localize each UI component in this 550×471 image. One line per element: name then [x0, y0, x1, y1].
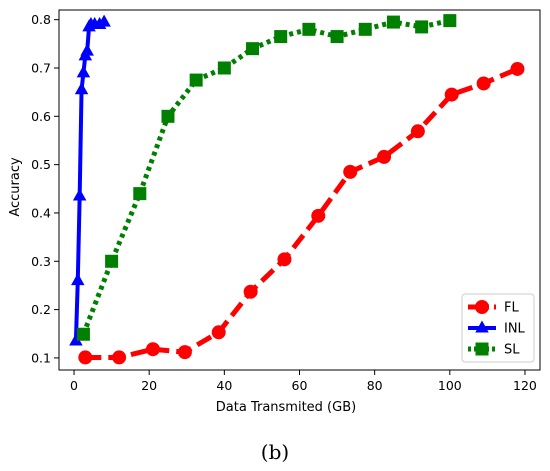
square-marker [386, 15, 400, 29]
legend-label: INL [504, 322, 526, 337]
y-tick-label: 0.5 [31, 157, 51, 172]
series-sl [76, 14, 457, 341]
square-marker [330, 30, 344, 44]
circle-marker [475, 300, 489, 314]
triangle-marker [475, 320, 489, 333]
circle-marker [177, 345, 192, 360]
y-tick-label: 0.8 [31, 12, 51, 27]
y-tick-label: 0.6 [31, 109, 51, 124]
square-marker [105, 254, 119, 268]
circle-marker [476, 76, 491, 91]
triangle-marker [74, 82, 89, 95]
x-tick-label: 20 [141, 378, 157, 393]
triangle-marker [69, 333, 83, 346]
circle-marker [510, 61, 525, 76]
square-marker [133, 187, 147, 201]
y-tick-label: 0.1 [31, 350, 51, 365]
square-marker [161, 109, 175, 123]
series-line [85, 66, 519, 360]
circle-marker [377, 149, 392, 164]
x-tick-label: 120 [513, 378, 537, 393]
x-axis-title: Data Transmited (GB) [216, 400, 356, 415]
panel-label: (b) [261, 440, 289, 464]
y-tick-label: 0.3 [31, 254, 51, 269]
circle-marker [78, 350, 93, 365]
square-marker [217, 61, 231, 75]
y-axis-title: Accuracy [8, 157, 23, 217]
axes-layer: 0 20 40 60 80 100 120 0.1 0.2 0.3 0.4 0.5 0.6 0.7 0.8 [31, 12, 537, 393]
series-fl [78, 61, 525, 365]
y-tick-label: 0.7 [31, 60, 51, 75]
legend-item-sl: SL [468, 342, 520, 358]
square-marker [443, 14, 457, 28]
series-line [73, 20, 106, 342]
triangle-marker [76, 65, 91, 78]
y-tick-label: 0.2 [31, 302, 51, 317]
square-marker [189, 73, 203, 87]
series-line [81, 18, 451, 336]
x-tick-label: 0 [70, 378, 78, 393]
circle-marker [145, 342, 160, 357]
square-marker [246, 42, 260, 56]
circle-marker [410, 124, 425, 139]
x-tick-label: 100 [438, 378, 462, 393]
legend-label: SL [504, 343, 520, 358]
circle-marker [211, 325, 226, 340]
square-marker [415, 20, 429, 34]
triangle-marker [97, 14, 111, 27]
x-tick-label: 60 [292, 378, 308, 393]
square-marker [76, 327, 90, 341]
circle-marker [444, 87, 459, 102]
square-marker [475, 342, 489, 356]
triangle-marker [72, 188, 87, 201]
square-marker [358, 22, 372, 36]
circle-marker [112, 350, 127, 365]
square-marker [274, 30, 288, 44]
circle-marker [243, 284, 258, 299]
legend-label: FL [504, 301, 519, 316]
x-tick-label: 80 [367, 378, 383, 393]
y-tick-label: 0.4 [31, 205, 51, 220]
legend-item-fl: FL [468, 300, 519, 316]
circle-marker [343, 164, 358, 179]
triangle-marker [80, 43, 94, 56]
square-marker [302, 22, 316, 36]
legend-item-inl: INL [468, 320, 526, 337]
x-tick-label: 40 [216, 378, 232, 393]
legend: FL INL SL [461, 293, 535, 363]
circle-marker [311, 208, 326, 223]
triangle-marker [71, 273, 85, 286]
series-inl [69, 14, 111, 346]
series-layer [69, 14, 525, 365]
circle-marker [277, 252, 292, 267]
